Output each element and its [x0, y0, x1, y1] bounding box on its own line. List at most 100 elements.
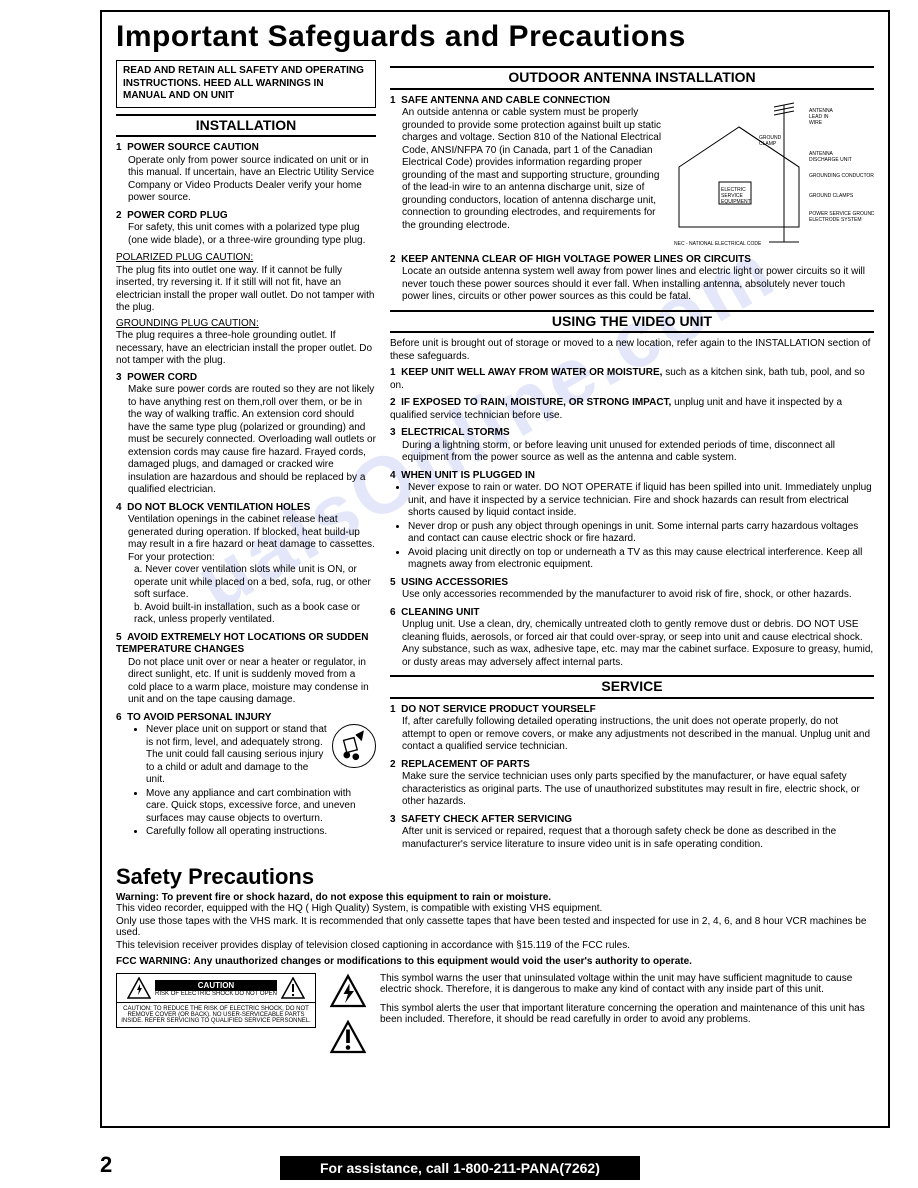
sym1-text: This symbol warns the user that uninsula… [380, 973, 874, 995]
body: Make sure the service technician uses on… [390, 771, 874, 809]
num: 3 [116, 372, 122, 383]
two-column-layout: READ AND RETAIN ALL SAFETY AND OPERATING… [116, 60, 874, 856]
num: 2 [390, 397, 396, 408]
using-item-2: 2 IF EXPOSED TO RAIN, MOISTURE, OR STRON… [390, 397, 874, 422]
service-item-2: 2 REPLACEMENT OF PARTS Make sure the ser… [390, 759, 874, 809]
install-item-3: 3 POWER CORD Make sure power cords are r… [116, 372, 376, 497]
num: 1 [390, 704, 396, 715]
outdoor-item-2: 2 KEEP ANTENNA CLEAR OF HIGH VOLTAGE POW… [390, 254, 874, 304]
svg-text:CLAMP: CLAMP [759, 141, 777, 147]
using-heading: USING THE VIDEO UNIT [390, 310, 874, 334]
head: IF EXPOSED TO RAIN, MOISTURE, OR STRONG … [401, 397, 671, 408]
svg-text:GROUND CLAMPS: GROUND CLAMPS [809, 193, 854, 199]
bullet: Never drop or push any object through op… [408, 521, 874, 546]
left-column: READ AND RETAIN ALL SAFETY AND OPERATING… [116, 60, 376, 856]
head: SAFE ANTENNA AND CABLE CONNECTION [401, 95, 610, 106]
polarized-body: The plug fits into outlet one way. If it… [116, 265, 376, 315]
bullet: Carefully follow all operating instructi… [146, 826, 376, 839]
head: DO NOT SERVICE PRODUCT YOURSELF [401, 704, 596, 715]
num: 4 [116, 502, 122, 513]
svg-text:GROUNDING CONDUCTORS: GROUNDING CONDUCTORS [809, 173, 874, 179]
grounding-head: GROUNDING PLUG CAUTION: [116, 318, 376, 331]
using-item-1: 1 KEEP UNIT WELL AWAY FROM WATER OR MOIS… [390, 367, 874, 392]
body: After unit is serviced or repaired, requ… [390, 826, 874, 851]
install-item-1: 1 POWER SOURCE CAUTION Operate only from… [116, 142, 376, 205]
exclaim-triangle-icon [330, 1019, 366, 1055]
bullet: Never expose to rain or water. DO NOT OP… [408, 482, 874, 520]
body: Operate only from power source indicated… [116, 155, 376, 205]
svg-text:WIRE: WIRE [809, 120, 823, 126]
head: USING ACCESSORIES [401, 577, 508, 588]
num: 2 [116, 210, 122, 221]
lightning-triangle-icon [127, 977, 151, 999]
read-retain-box: READ AND RETAIN ALL SAFETY AND OPERATING… [116, 60, 376, 108]
head: POWER CORD [127, 372, 197, 383]
sp-title: Safety Precautions [116, 864, 874, 890]
symbol-explanations: This symbol warns the user that uninsula… [380, 973, 874, 1033]
sp-p1: This video recorder, equipped with the H… [116, 903, 874, 914]
install-item-6: 6 TO AVOID PERSONAL INJURY Never place u… [116, 712, 376, 840]
num: 2 [390, 759, 396, 770]
num: 1 [390, 367, 396, 378]
body: Do not place unit over or near a heater … [116, 657, 376, 707]
cart-tip-icon [332, 724, 376, 768]
service-heading: SERVICE [390, 675, 874, 699]
svg-text:NEC - NATIONAL ELECTRICAL CODE: NEC - NATIONAL ELECTRICAL CODE [674, 241, 762, 247]
triangle-column [330, 973, 366, 1055]
caution-word: CAUTION [155, 980, 277, 991]
lightning-triangle-icon [330, 973, 366, 1009]
bullet: Move any appliance and cart combination … [146, 788, 376, 826]
num: 1 [390, 95, 396, 106]
service-item-3: 3 SAFETY CHECK AFTER SERVICING After uni… [390, 814, 874, 852]
num: 6 [116, 712, 122, 723]
main-title: Important Safeguards and Precautions [116, 20, 874, 54]
head: AVOID EXTREMELY HOT LOCATIONS OR SUDDEN … [116, 632, 368, 656]
exclaim-triangle-icon [281, 977, 305, 999]
using-item-4: 4 WHEN UNIT IS PLUGGED IN Never expose t… [390, 470, 874, 572]
head: KEEP ANTENNA CLEAR OF HIGH VOLTAGE POWER… [401, 254, 751, 265]
num: 4 [390, 470, 396, 481]
head: TO AVOID PERSONAL INJURY [127, 712, 271, 723]
polarized-head: POLARIZED PLUG CAUTION: [116, 252, 376, 265]
num: 3 [390, 427, 396, 438]
svg-text:EQUIPMENT: EQUIPMENT [721, 199, 751, 205]
head: WHEN UNIT IS PLUGGED IN [401, 470, 535, 481]
num: 5 [390, 577, 396, 588]
body: Unplug unit. Use a clean, dry, chemicall… [390, 619, 874, 669]
head: REPLACEMENT OF PARTS [401, 759, 530, 770]
body: Locate an outside antenna system well aw… [390, 266, 874, 304]
caution-label-box: CAUTION RISK OF ELECTRIC SHOCK DO NOT OP… [116, 973, 316, 1028]
head: KEEP UNIT WELL AWAY FROM WATER OR MOISTU… [401, 367, 662, 378]
assistance-bar: For assistance, call 1-800-211-PANA(7262… [280, 1156, 640, 1180]
letter-a: a. Never cover ventilation slots while u… [134, 564, 376, 602]
symbol-row: CAUTION RISK OF ELECTRIC SHOCK DO NOT OP… [116, 973, 874, 1055]
sp-p3: This television receiver provides displa… [116, 940, 874, 951]
body: Ventilation openings in the cabinet rele… [116, 514, 376, 552]
protect: For your protection: [116, 552, 376, 565]
bullet: Avoid placing unit directly on top or un… [408, 547, 874, 572]
num: 2 [390, 254, 396, 265]
caution-bot: CAUTION: TO REDUCE THE RISK OF ELECTRIC … [117, 1003, 315, 1027]
body: Use only accessories recommended by the … [390, 589, 874, 602]
using-item-5: 5 USING ACCESSORIES Use only accessories… [390, 577, 874, 602]
head: CLEANING UNIT [401, 607, 479, 618]
page-number: 2 [100, 1152, 112, 1178]
svg-text:ELECTRODE SYSTEM: ELECTRODE SYSTEM [809, 217, 862, 223]
sp-warning: Warning: To prevent fire or shock hazard… [116, 892, 874, 903]
num: 5 [116, 632, 122, 643]
install-item-5: 5 AVOID EXTREMELY HOT LOCATIONS OR SUDDE… [116, 632, 376, 707]
using-item-6: 6 CLEANING UNIT Unplug unit. Use a clean… [390, 607, 874, 670]
fcc-warning: FCC WARNING: Any unauthorized changes or… [116, 956, 874, 967]
page-frame: Important Safeguards and Precautions REA… [100, 10, 890, 1128]
letter-b: b. Avoid built-in installation, such as … [134, 602, 376, 627]
head: POWER SOURCE CAUTION [127, 142, 259, 153]
head: POWER CORD PLUG [127, 210, 228, 221]
head: DO NOT BLOCK VENTILATION HOLES [127, 502, 310, 513]
using-intro: Before unit is brought out of storage or… [390, 338, 874, 363]
num: 1 [116, 142, 122, 153]
svg-text:DISCHARGE UNIT: DISCHARGE UNIT [809, 157, 852, 163]
grounding-body: The plug requires a three-hole grounding… [116, 330, 376, 368]
head: ELECTRICAL STORMS [401, 427, 510, 438]
outdoor-heading: OUTDOOR ANTENNA INSTALLATION [390, 66, 874, 90]
head: SAFETY CHECK AFTER SERVICING [401, 814, 572, 825]
